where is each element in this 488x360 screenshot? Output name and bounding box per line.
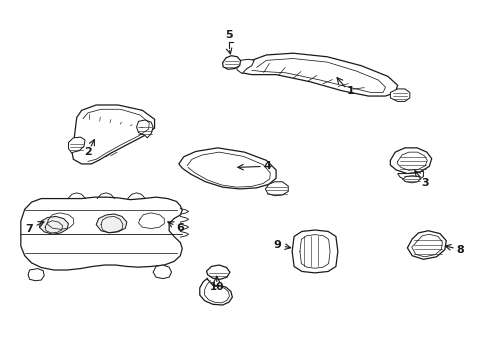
Polygon shape: [265, 182, 287, 196]
Polygon shape: [153, 265, 171, 279]
Polygon shape: [133, 210, 167, 230]
Text: 4: 4: [263, 161, 271, 171]
Polygon shape: [291, 230, 337, 273]
Polygon shape: [397, 171, 423, 181]
Text: 9: 9: [273, 240, 281, 250]
Polygon shape: [68, 137, 85, 153]
Polygon shape: [206, 265, 229, 279]
Polygon shape: [222, 56, 240, 69]
Polygon shape: [39, 216, 68, 234]
Text: 5: 5: [224, 30, 232, 40]
Polygon shape: [136, 120, 153, 138]
Text: 3: 3: [421, 178, 428, 188]
Text: 7: 7: [26, 224, 33, 234]
Text: 1: 1: [346, 86, 354, 96]
Polygon shape: [200, 278, 232, 305]
Polygon shape: [21, 197, 182, 270]
Polygon shape: [242, 53, 397, 96]
Polygon shape: [68, 206, 99, 226]
Polygon shape: [28, 269, 44, 281]
Polygon shape: [389, 148, 431, 174]
Text: 10: 10: [209, 282, 224, 292]
Text: 8: 8: [456, 246, 463, 255]
Polygon shape: [236, 59, 254, 73]
Polygon shape: [389, 89, 409, 102]
Text: 6: 6: [176, 222, 183, 233]
Text: 2: 2: [84, 147, 92, 157]
Polygon shape: [179, 148, 276, 189]
Polygon shape: [42, 210, 78, 230]
Polygon shape: [96, 214, 126, 233]
Polygon shape: [402, 176, 420, 183]
Polygon shape: [72, 105, 154, 164]
Polygon shape: [407, 231, 446, 259]
